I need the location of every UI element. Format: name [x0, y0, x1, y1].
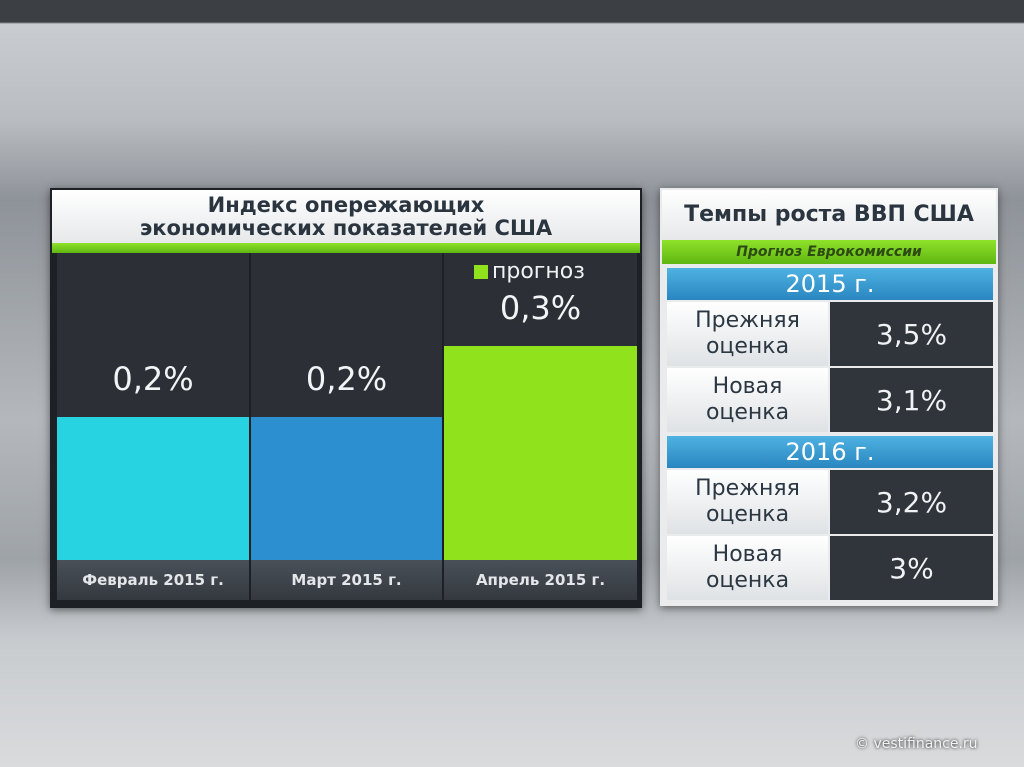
chart-title-line: Индекс опережающих: [207, 193, 485, 217]
row-value: 3,1%: [830, 368, 993, 432]
row-value: 3,5%: [830, 302, 993, 366]
x-tick-label: Февраль 2015 г.: [57, 560, 249, 600]
row-label: Новая оценка: [667, 536, 828, 600]
value-label: 0,2%: [112, 360, 194, 399]
year-row: 2016 г.: [667, 436, 993, 468]
row-value: 3,2%: [830, 470, 993, 534]
bar: [251, 417, 442, 560]
chart-header: Индекс опережающих экономических показат…: [52, 190, 640, 243]
green-strip: [52, 243, 640, 253]
value-label: 0,2%: [305, 360, 388, 399]
legend-label: прогноз: [492, 259, 585, 284]
legend-swatch: [474, 265, 488, 279]
row-label: Прежняя оценка: [667, 470, 828, 534]
x-tick-label: Март 2015 г.: [251, 560, 442, 600]
watermark: © vestifinance.ru: [855, 736, 978, 752]
table-subtitle: Прогноз Еврокомиссии: [662, 240, 996, 264]
row-label: Новая оценка: [667, 368, 828, 432]
table-title: Темпы роста ВВП США: [662, 190, 996, 240]
row-value: 3%: [830, 536, 993, 600]
bar: [444, 346, 637, 560]
bar: [57, 417, 249, 560]
x-tick-label: Апрель 2015 г.: [444, 560, 637, 600]
chart-title-line: экономических показателей США: [139, 216, 553, 240]
row-label: Прежняя оценка: [667, 302, 828, 366]
year-row: 2015 г.: [667, 268, 993, 300]
value-label: 0,3%: [499, 289, 582, 328]
